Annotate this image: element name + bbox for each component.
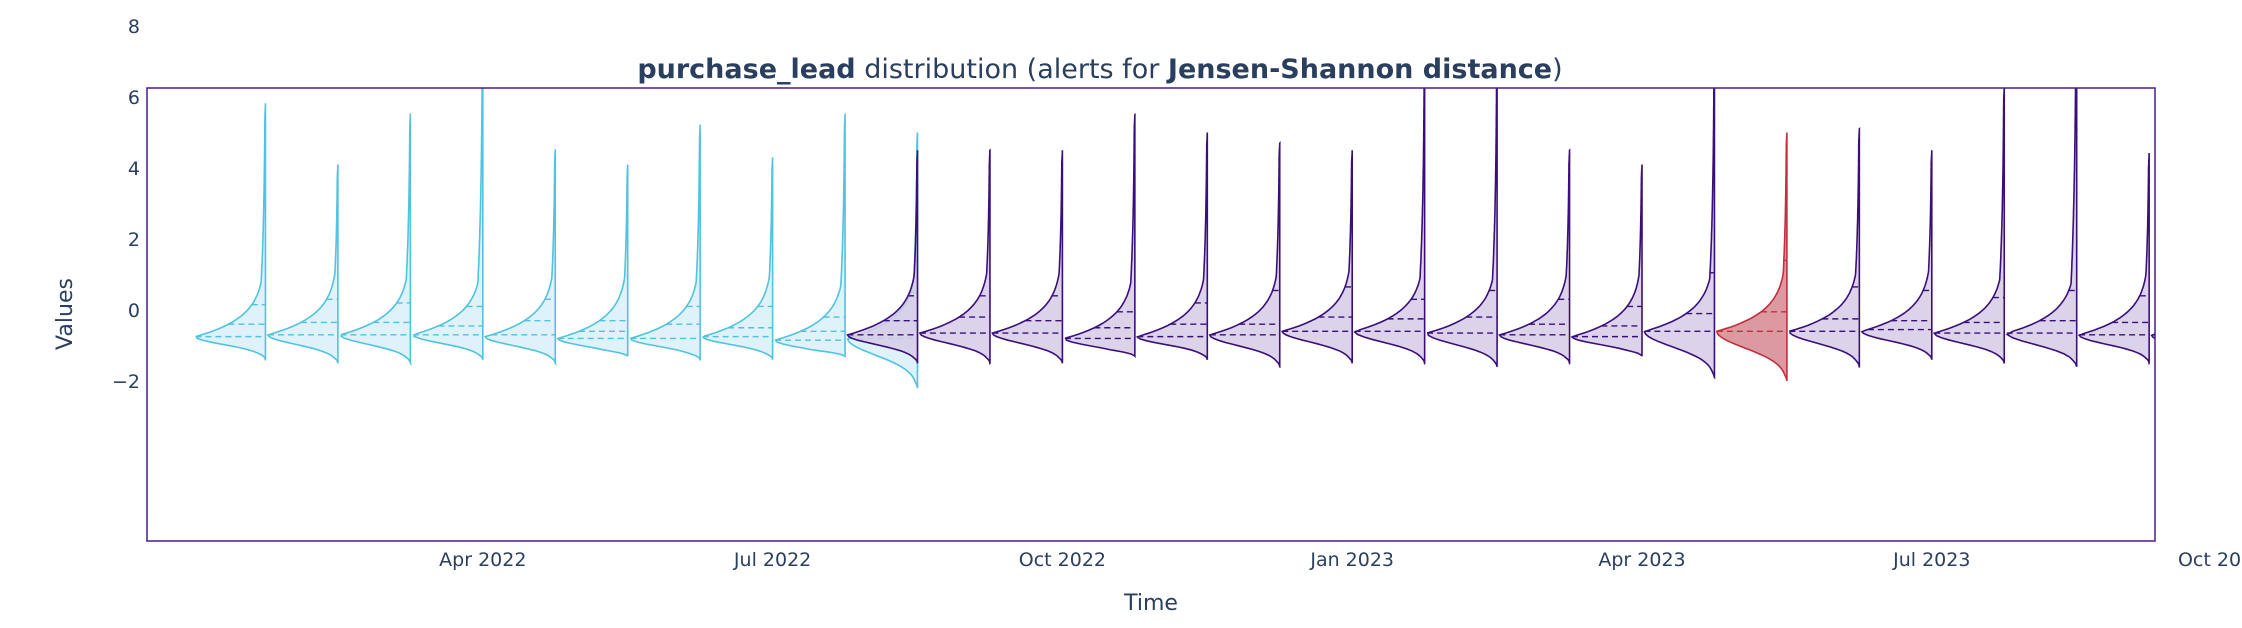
x-tick-label: Oct 2022: [1019, 549, 1106, 571]
y-axis-title: Values: [53, 278, 78, 350]
analysis-violin-shape: [1643, 88, 1716, 380]
alert-violin-shape: [1715, 132, 1788, 382]
analysis-violin-shape: [846, 150, 919, 364]
plot-frame: [146, 87, 2156, 542]
analysis-violin-shape: [1208, 141, 1281, 368]
analysis-violin-shape: [2150, 333, 2155, 340]
x-tick-label: Apr 2022: [439, 549, 526, 571]
title-end-text: ): [1552, 54, 1563, 85]
plot-area: [195, 88, 2155, 389]
x-tick-label: Apr 2023: [1598, 549, 1685, 571]
reference-violin-shape: [412, 88, 484, 360]
y-tick-label: 2: [128, 229, 140, 251]
y-axis: −2 0 2 4 6 8: [112, 16, 140, 393]
reference-violin-shape: [774, 112, 846, 359]
analysis-violin-shape: [1281, 150, 1353, 364]
analysis-violin-shape: [1932, 88, 2006, 364]
analysis-violin-shape: [1065, 112, 1136, 359]
reference-violin-shape: [702, 157, 774, 360]
x-tick-label: Oct 2023: [2178, 549, 2242, 571]
title-metric-name: Jensen-Shannon distance: [1166, 54, 1552, 85]
chart-title: purchase_lead distribution (alerts for J…: [637, 54, 1562, 85]
analysis-violin-shape: [2077, 153, 2150, 365]
reference-violin-shape: [340, 112, 413, 367]
y-tick-label: 0: [128, 300, 140, 322]
x-axis: Apr 2022 Jul 2022 Oct 2022 Jan 2023 Apr 2023…: [439, 549, 2242, 571]
reference-violin-shape: [483, 148, 557, 367]
x-tick-label: Jul 2022: [733, 549, 811, 571]
x-tick-label: Jul 2023: [1892, 549, 1970, 571]
analysis-violin-shape: [1570, 164, 1643, 357]
y-tick-label: 4: [128, 158, 140, 180]
analysis-violin-shape: [991, 150, 1064, 364]
violin-group: [195, 88, 2155, 389]
analysis-violin-shape: [918, 148, 991, 365]
title-feature-name: purchase_lead: [637, 54, 855, 85]
reference-violin-shape: [556, 164, 629, 357]
analysis-violin-shape: [1135, 132, 1209, 360]
analysis-violin-shape: [1789, 127, 1861, 368]
x-tick-label: Jan 2023: [1309, 549, 1394, 571]
reference-violin-shape: [629, 124, 701, 361]
y-tick-label: −2: [112, 371, 140, 393]
analysis-violin-shape: [1498, 148, 1571, 365]
analysis-violin-shape: [1353, 88, 1426, 365]
analysis-violin-shape: [1426, 88, 1498, 368]
title-middle-text: distribution (alerts for: [856, 54, 1168, 85]
reference-violin-shape: [195, 103, 267, 361]
x-axis-title: Time: [1123, 591, 1178, 616]
reference-violin-shape: [266, 164, 339, 364]
y-tick-label: 6: [128, 87, 140, 109]
y-tick-label: 8: [128, 16, 140, 38]
analysis-violin-shape: [2005, 88, 2078, 368]
analysis-violin-shape: [1860, 150, 1933, 360]
